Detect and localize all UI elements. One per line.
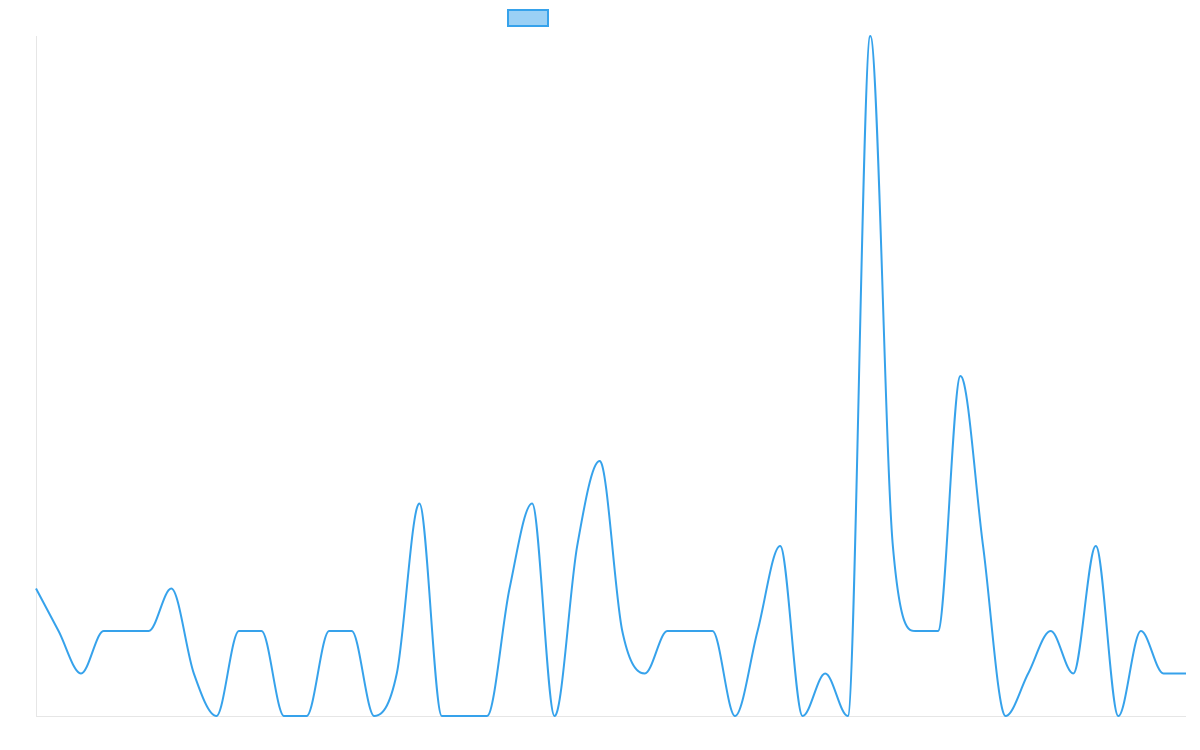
- data-point-0-20[interactable]: [484, 713, 490, 719]
- data-point-0-11[interactable]: [281, 713, 287, 719]
- data-point-0-9[interactable]: [236, 628, 242, 634]
- data-point-0-19[interactable]: [461, 713, 467, 719]
- data-point-0-46[interactable]: [1070, 671, 1076, 677]
- data-point-0-50[interactable]: [1160, 671, 1166, 677]
- data-point-0-47[interactable]: [1093, 543, 1099, 549]
- data-point-0-2[interactable]: [78, 671, 84, 677]
- data-point-0-44[interactable]: [1025, 671, 1031, 677]
- data-point-0-24[interactable]: [574, 543, 580, 549]
- data-point-0-27[interactable]: [642, 671, 648, 677]
- data-point-0-0[interactable]: [33, 586, 39, 592]
- data-point-0-39[interactable]: [912, 628, 918, 634]
- data-point-0-17[interactable]: [416, 501, 422, 507]
- data-point-0-28[interactable]: [664, 628, 670, 634]
- data-point-0-10[interactable]: [258, 628, 264, 634]
- series-layer: [33, 33, 1189, 719]
- data-point-0-13[interactable]: [326, 628, 332, 634]
- data-point-0-32[interactable]: [755, 628, 761, 634]
- data-point-0-40[interactable]: [935, 628, 941, 634]
- data-point-0-6[interactable]: [168, 586, 174, 592]
- data-point-0-51[interactable]: [1183, 671, 1189, 677]
- data-point-0-42[interactable]: [980, 543, 986, 549]
- data-point-0-36[interactable]: [845, 713, 851, 719]
- data-point-0-37[interactable]: [867, 33, 873, 39]
- data-point-0-14[interactable]: [349, 628, 355, 634]
- data-point-0-16[interactable]: [394, 671, 400, 677]
- data-point-0-31[interactable]: [732, 713, 738, 719]
- data-point-0-38[interactable]: [890, 543, 896, 549]
- data-point-0-23[interactable]: [552, 713, 558, 719]
- data-point-0-30[interactable]: [709, 628, 715, 634]
- data-point-0-43[interactable]: [1003, 713, 1009, 719]
- series-line-0: [35, 35, 1186, 717]
- data-point-0-22[interactable]: [529, 501, 535, 507]
- data-point-0-18[interactable]: [439, 713, 445, 719]
- data-point-0-1[interactable]: [56, 628, 62, 634]
- data-point-0-21[interactable]: [507, 586, 513, 592]
- legend-swatch-0[interactable]: [507, 9, 549, 27]
- data-point-0-41[interactable]: [958, 373, 964, 379]
- data-point-0-5[interactable]: [146, 628, 152, 634]
- data-point-0-8[interactable]: [213, 713, 219, 719]
- data-point-0-25[interactable]: [597, 458, 603, 464]
- data-point-0-26[interactable]: [619, 628, 625, 634]
- data-point-0-34[interactable]: [800, 713, 806, 719]
- data-point-0-35[interactable]: [822, 671, 828, 677]
- data-point-0-4[interactable]: [123, 628, 129, 634]
- data-point-0-29[interactable]: [687, 628, 693, 634]
- data-point-0-15[interactable]: [371, 713, 377, 719]
- data-point-0-7[interactable]: [191, 671, 197, 677]
- data-point-0-45[interactable]: [1048, 628, 1054, 634]
- legend[interactable]: [507, 9, 549, 27]
- data-point-0-3[interactable]: [101, 628, 107, 634]
- data-point-0-12[interactable]: [304, 713, 310, 719]
- axes: [36, 36, 1186, 717]
- data-point-0-33[interactable]: [777, 543, 783, 549]
- data-point-0-48[interactable]: [1115, 713, 1121, 719]
- data-point-0-49[interactable]: [1138, 628, 1144, 634]
